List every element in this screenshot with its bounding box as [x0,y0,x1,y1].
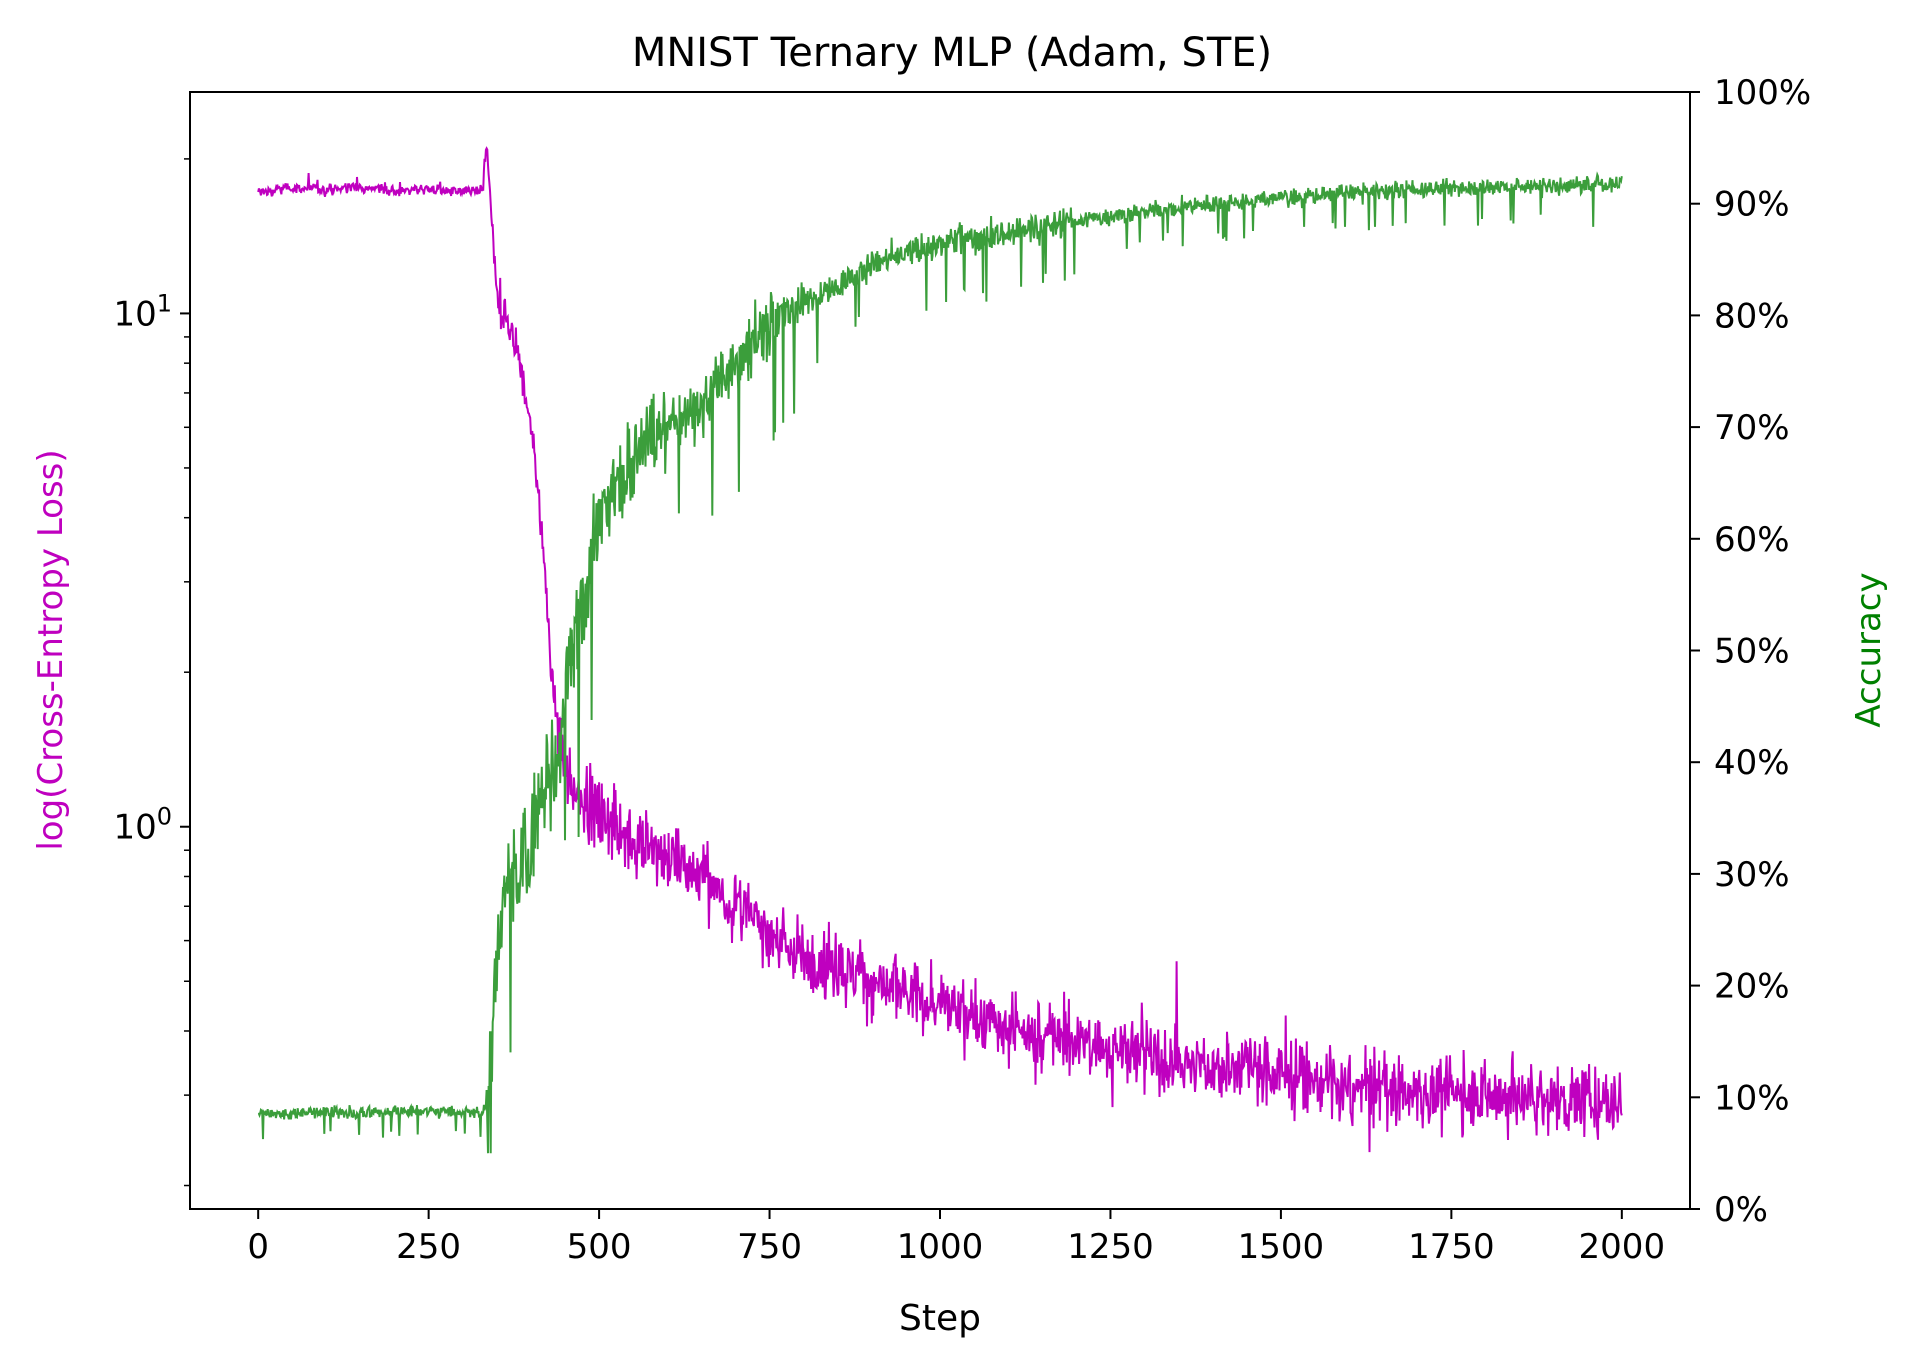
right-axis-label: Accuracy [1849,572,1889,727]
right-tick-label: 80% [1714,296,1790,336]
x-axis-label: Step [899,1298,981,1339]
left-tick-label: 100 [113,803,172,848]
x-tick-label: 1000 [897,1227,984,1267]
x-axis-ticks: 0 250 500 750 1000 1250 1500 1750 2000 [247,1209,1665,1267]
loss-line [257,146,1623,1153]
x-tick-label: 1750 [1408,1227,1495,1267]
loss-series [257,146,1623,1153]
right-tick-label: 60% [1714,520,1790,560]
x-tick-label: 750 [737,1227,802,1267]
right-tick-label: 30% [1714,855,1790,895]
left-tick-label: 101 [113,289,172,334]
accuracy-series [257,171,1623,1154]
x-tick-label: 1500 [1238,1227,1325,1267]
right-axis-ticks: 0% 10% 20% 30% 40% 50% 60% 70% 80% 90% 100% [1690,73,1811,1230]
right-tick-label: 100% [1714,73,1811,113]
right-tick-label: 50% [1714,632,1790,672]
right-tick-label: 20% [1714,967,1790,1007]
x-tick-label: 2000 [1579,1227,1666,1267]
x-tick-label: 1250 [1067,1227,1154,1267]
accuracy-line [257,171,1623,1154]
right-tick-label: 0% [1714,1190,1768,1230]
x-tick-label: 0 [247,1227,269,1267]
x-tick-label: 500 [567,1227,632,1267]
chart-title: MNIST Ternary MLP (Adam, STE) [632,30,1272,76]
left-axis-label: log(Cross-Entropy Loss) [31,449,71,850]
right-tick-label: 10% [1714,1078,1790,1118]
right-tick-label: 70% [1714,408,1790,448]
x-tick-label: 250 [396,1227,461,1267]
right-tick-label: 40% [1714,743,1790,783]
axes-frame [189,91,1691,1210]
plot-area [257,146,1623,1154]
left-axis-ticks: 100 101 [113,158,190,1187]
right-tick-label: 90% [1714,185,1790,225]
